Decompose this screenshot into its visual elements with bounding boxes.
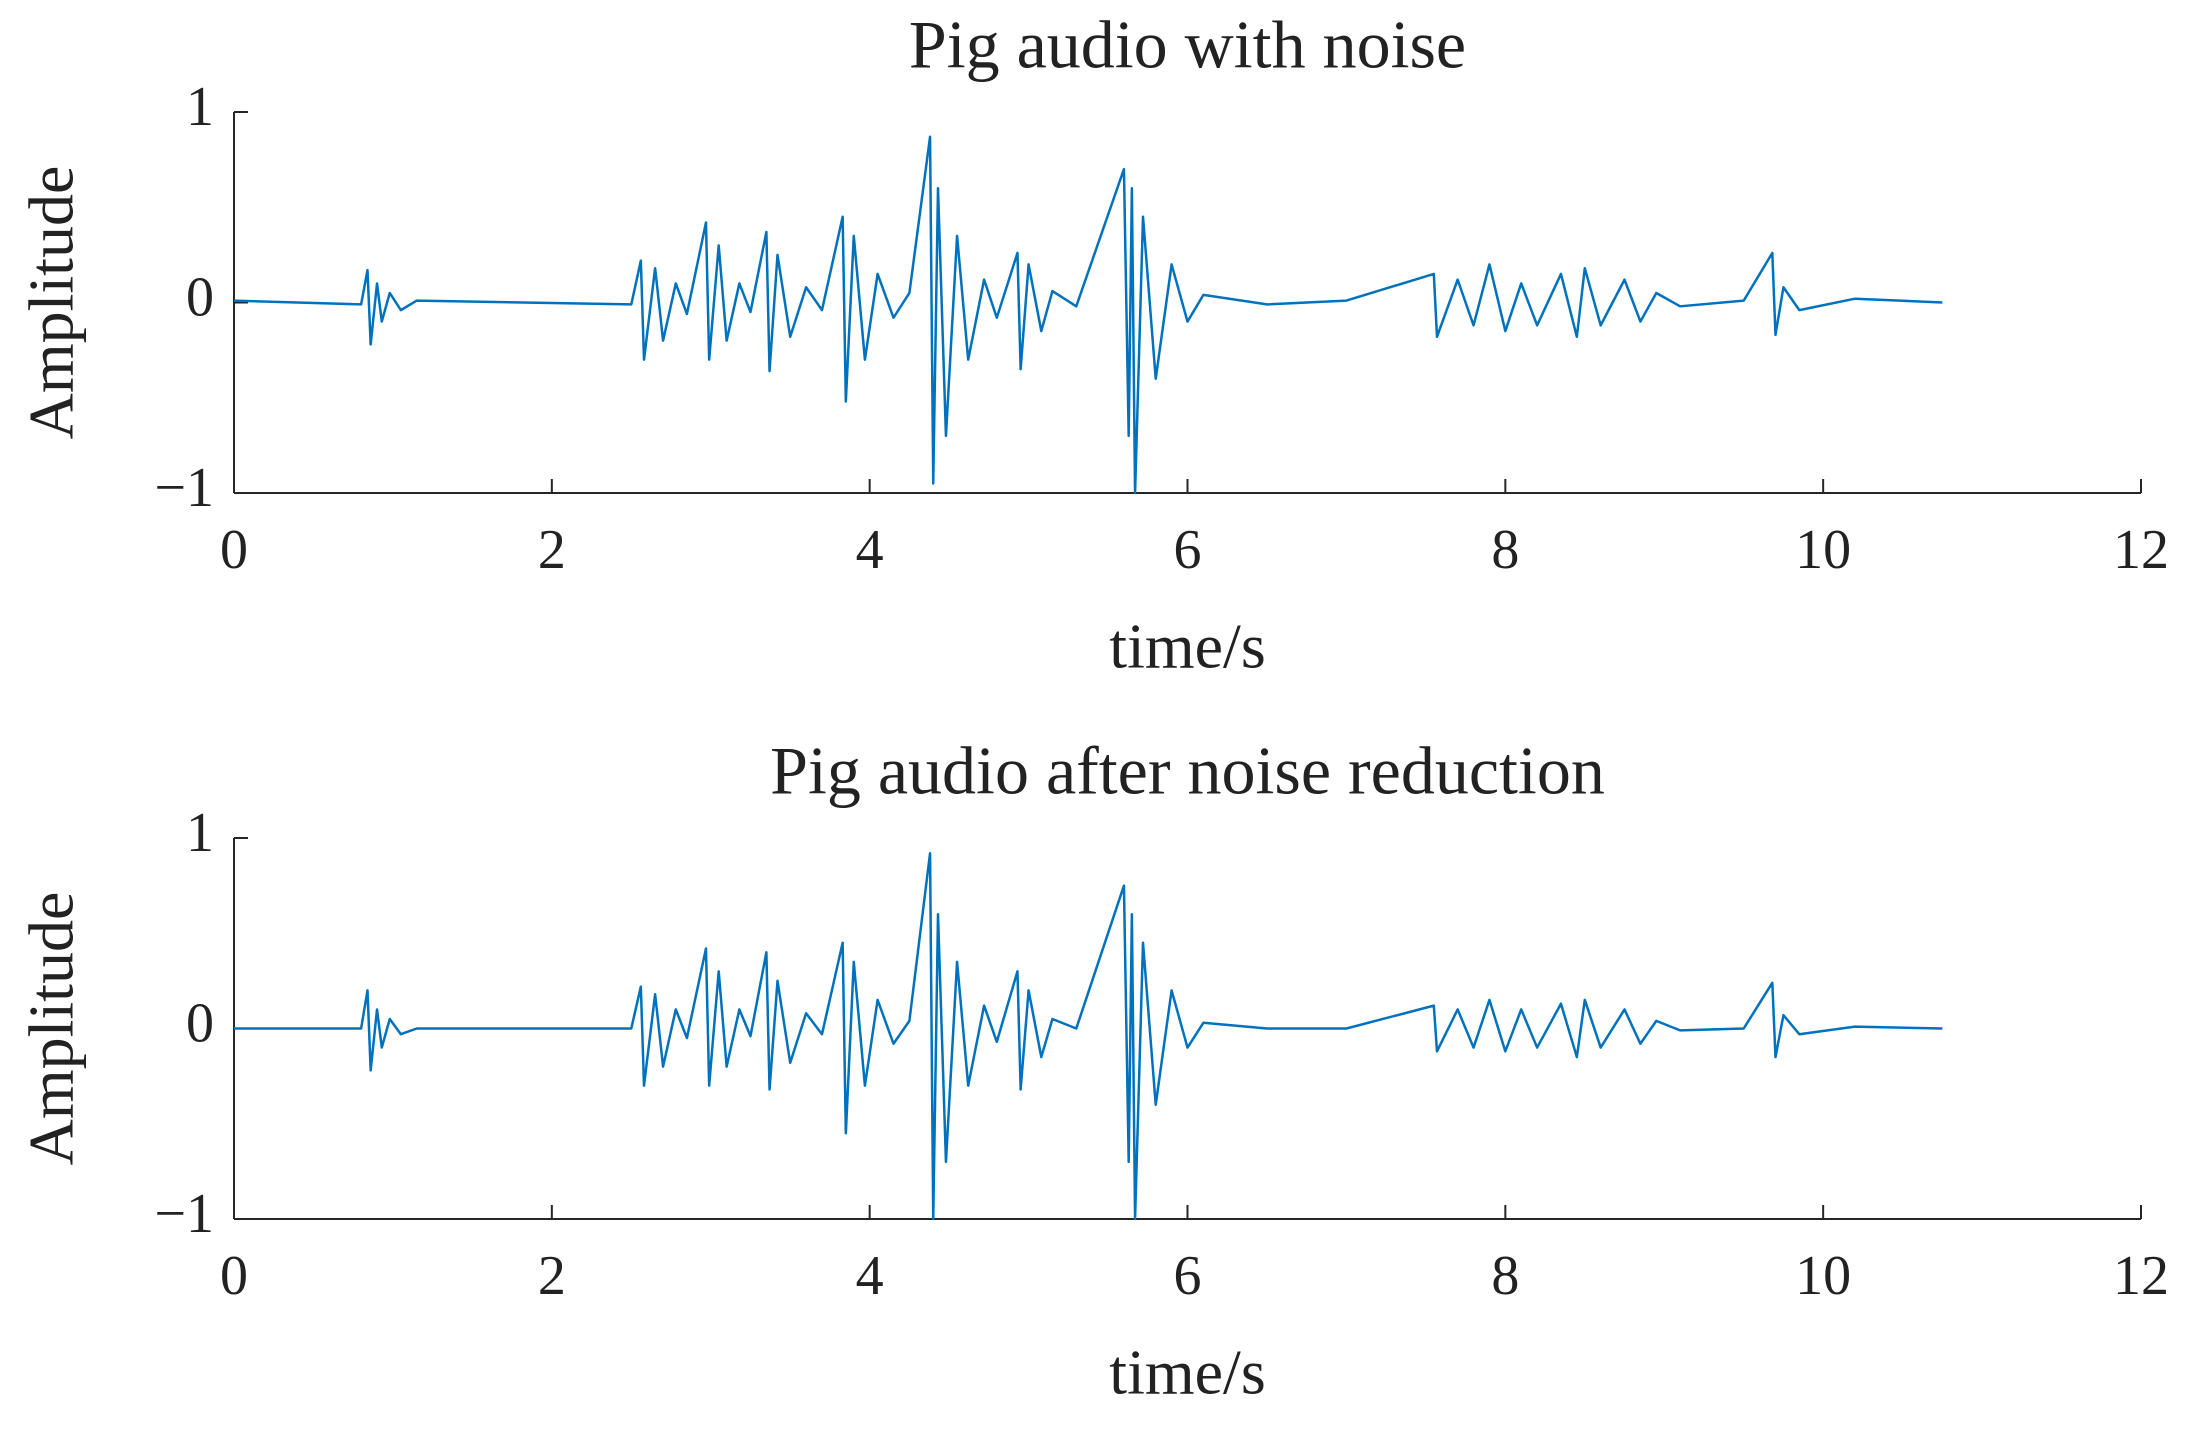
x-tick-label: 4	[856, 1245, 884, 1307]
x-tick-label: 0	[220, 1245, 248, 1307]
x-tick-label: 10	[1795, 519, 1851, 581]
y-tick-label: −1	[154, 1183, 214, 1245]
x-tick-label: 6	[1174, 1245, 1202, 1307]
y-axis-label: Amplitude	[16, 166, 87, 440]
x-tick-label: 2	[538, 519, 566, 581]
x-axis-label: time/s	[1109, 1337, 1265, 1408]
x-axis-label: time/s	[1109, 611, 1265, 682]
waveform	[234, 851, 1943, 1221]
y-tick-label: 1	[186, 76, 214, 138]
y-axis-label: Amplitude	[16, 892, 87, 1166]
y-tick-label: −1	[154, 457, 214, 519]
x-tick-label: 12	[2113, 519, 2169, 581]
x-tick-label: 8	[1491, 519, 1519, 581]
chart-title: Pig audio after noise reduction	[770, 733, 1605, 809]
waveform	[233, 135, 1943, 495]
x-tick-label: 4	[856, 519, 884, 581]
x-tick-label: 0	[220, 519, 248, 581]
y-tick-label: 1	[186, 802, 214, 864]
y-tick-label: 0	[186, 992, 214, 1054]
x-tick-label: 10	[1795, 1245, 1851, 1307]
chart-title: Pig audio with noise	[909, 7, 1466, 83]
x-tick-label: 12	[2113, 1245, 2169, 1307]
y-tick-label: 0	[186, 266, 214, 328]
x-tick-label: 8	[1491, 1245, 1519, 1307]
x-tick-label: 6	[1174, 519, 1202, 581]
x-tick-label: 2	[538, 1245, 566, 1307]
